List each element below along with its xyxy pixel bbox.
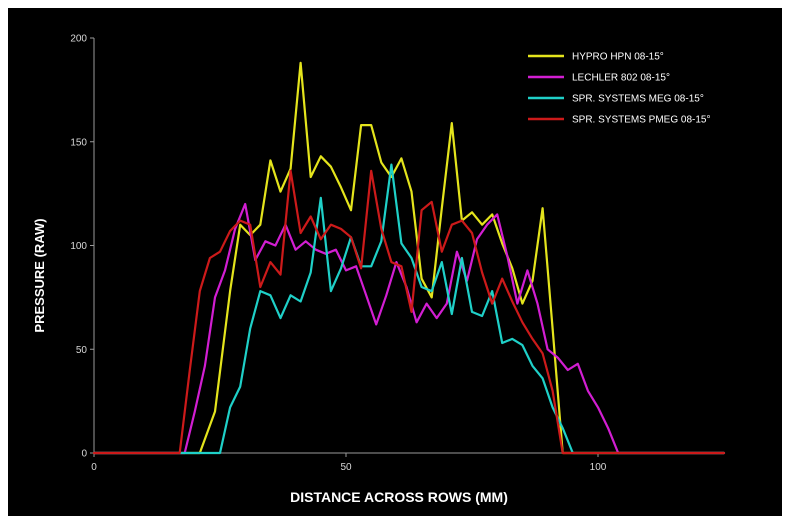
- y-tick-label: 200: [70, 34, 87, 45]
- series-line-2: [92, 202, 726, 455]
- line-chart: 0 50 100 150 200 0 50 100 DISTANCE ACROSS ROWS (…: [32, 34, 726, 505]
- legend-label-3: SPR. SYSTEMS MEG 08-15°: [572, 94, 704, 105]
- y-tick-label: 100: [70, 241, 87, 252]
- legend-label-1: HYPRO HPN 08-15°: [572, 52, 664, 63]
- series-line-3: [92, 163, 726, 455]
- y-axis-title: PRESSURE (RAW): [32, 218, 47, 332]
- legend-label-2: LECHLER 802 08-15°: [572, 73, 670, 84]
- series-line-1: [92, 61, 726, 455]
- y-tick-label: 50: [76, 345, 88, 356]
- chart-panel: 0 50 100 150 200 0 50 100 DISTANCE ACROSS ROWS (…: [8, 8, 782, 516]
- legend-label-4: SPR. SYSTEMS PMEG 08-15°: [572, 115, 711, 126]
- x-axis-title: DISTANCE ACROSS ROWS (MM): [290, 489, 508, 505]
- x-tick-label: 0: [91, 462, 97, 473]
- y-tick-label: 150: [70, 137, 87, 148]
- x-tick-label: 100: [590, 462, 607, 473]
- y-tick-label: 0: [81, 449, 87, 460]
- series-line-4: [92, 169, 726, 455]
- x-tick-label: 50: [340, 462, 352, 473]
